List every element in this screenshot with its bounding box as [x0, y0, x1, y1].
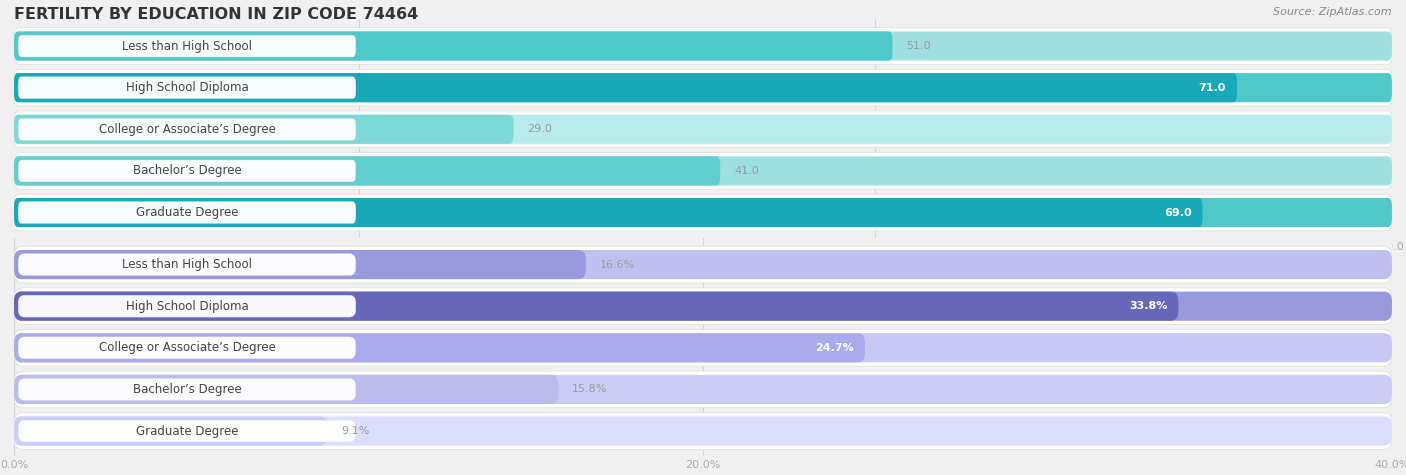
FancyBboxPatch shape	[14, 198, 1392, 227]
FancyBboxPatch shape	[14, 111, 1392, 148]
FancyBboxPatch shape	[14, 292, 1178, 321]
Text: FERTILITY BY EDUCATION IN ZIP CODE 74464: FERTILITY BY EDUCATION IN ZIP CODE 74464	[14, 7, 419, 22]
FancyBboxPatch shape	[18, 337, 356, 359]
FancyBboxPatch shape	[18, 77, 356, 99]
Text: High School Diploma: High School Diploma	[125, 300, 249, 313]
Text: High School Diploma: High School Diploma	[125, 81, 249, 94]
Text: 15.8%: 15.8%	[572, 384, 607, 394]
FancyBboxPatch shape	[18, 160, 356, 182]
FancyBboxPatch shape	[18, 118, 356, 140]
Text: 51.0: 51.0	[907, 41, 931, 51]
FancyBboxPatch shape	[14, 292, 1392, 321]
FancyBboxPatch shape	[14, 330, 1392, 366]
Text: 71.0: 71.0	[1198, 83, 1226, 93]
FancyBboxPatch shape	[14, 28, 1392, 65]
FancyBboxPatch shape	[14, 250, 1392, 279]
Text: Bachelor’s Degree: Bachelor’s Degree	[132, 383, 242, 396]
FancyBboxPatch shape	[14, 31, 1392, 61]
FancyBboxPatch shape	[14, 417, 1392, 446]
FancyBboxPatch shape	[14, 156, 720, 185]
FancyBboxPatch shape	[18, 201, 356, 223]
FancyBboxPatch shape	[14, 115, 513, 144]
FancyBboxPatch shape	[14, 375, 558, 404]
Text: College or Associate’s Degree: College or Associate’s Degree	[98, 123, 276, 136]
FancyBboxPatch shape	[18, 295, 356, 317]
Text: Less than High School: Less than High School	[122, 258, 252, 271]
Text: Bachelor’s Degree: Bachelor’s Degree	[132, 164, 242, 177]
FancyBboxPatch shape	[14, 194, 1392, 231]
FancyBboxPatch shape	[14, 198, 1202, 227]
FancyBboxPatch shape	[14, 156, 1392, 185]
Text: 33.8%: 33.8%	[1129, 301, 1167, 311]
FancyBboxPatch shape	[14, 115, 1392, 144]
Text: 29.0: 29.0	[527, 124, 553, 134]
Text: 16.6%: 16.6%	[599, 259, 636, 269]
Text: 69.0: 69.0	[1164, 208, 1191, 218]
Text: College or Associate’s Degree: College or Associate’s Degree	[98, 342, 276, 354]
Text: 41.0: 41.0	[734, 166, 759, 176]
FancyBboxPatch shape	[14, 73, 1392, 102]
Text: 9.1%: 9.1%	[342, 426, 370, 436]
FancyBboxPatch shape	[14, 333, 865, 362]
FancyBboxPatch shape	[18, 254, 356, 276]
FancyBboxPatch shape	[14, 413, 1392, 449]
Text: 24.7%: 24.7%	[815, 343, 853, 353]
FancyBboxPatch shape	[14, 371, 1392, 408]
FancyBboxPatch shape	[14, 73, 1237, 102]
FancyBboxPatch shape	[18, 379, 356, 400]
Text: Graduate Degree: Graduate Degree	[136, 425, 238, 437]
FancyBboxPatch shape	[14, 69, 1392, 106]
Text: Less than High School: Less than High School	[122, 39, 252, 53]
Text: Source: ZipAtlas.com: Source: ZipAtlas.com	[1274, 7, 1392, 17]
FancyBboxPatch shape	[18, 420, 356, 442]
FancyBboxPatch shape	[14, 333, 1392, 362]
FancyBboxPatch shape	[14, 246, 1392, 283]
FancyBboxPatch shape	[18, 35, 356, 57]
FancyBboxPatch shape	[14, 31, 893, 61]
FancyBboxPatch shape	[14, 375, 1392, 404]
FancyBboxPatch shape	[14, 417, 328, 446]
FancyBboxPatch shape	[14, 288, 1392, 324]
FancyBboxPatch shape	[14, 250, 586, 279]
FancyBboxPatch shape	[14, 152, 1392, 189]
Text: Graduate Degree: Graduate Degree	[136, 206, 238, 219]
